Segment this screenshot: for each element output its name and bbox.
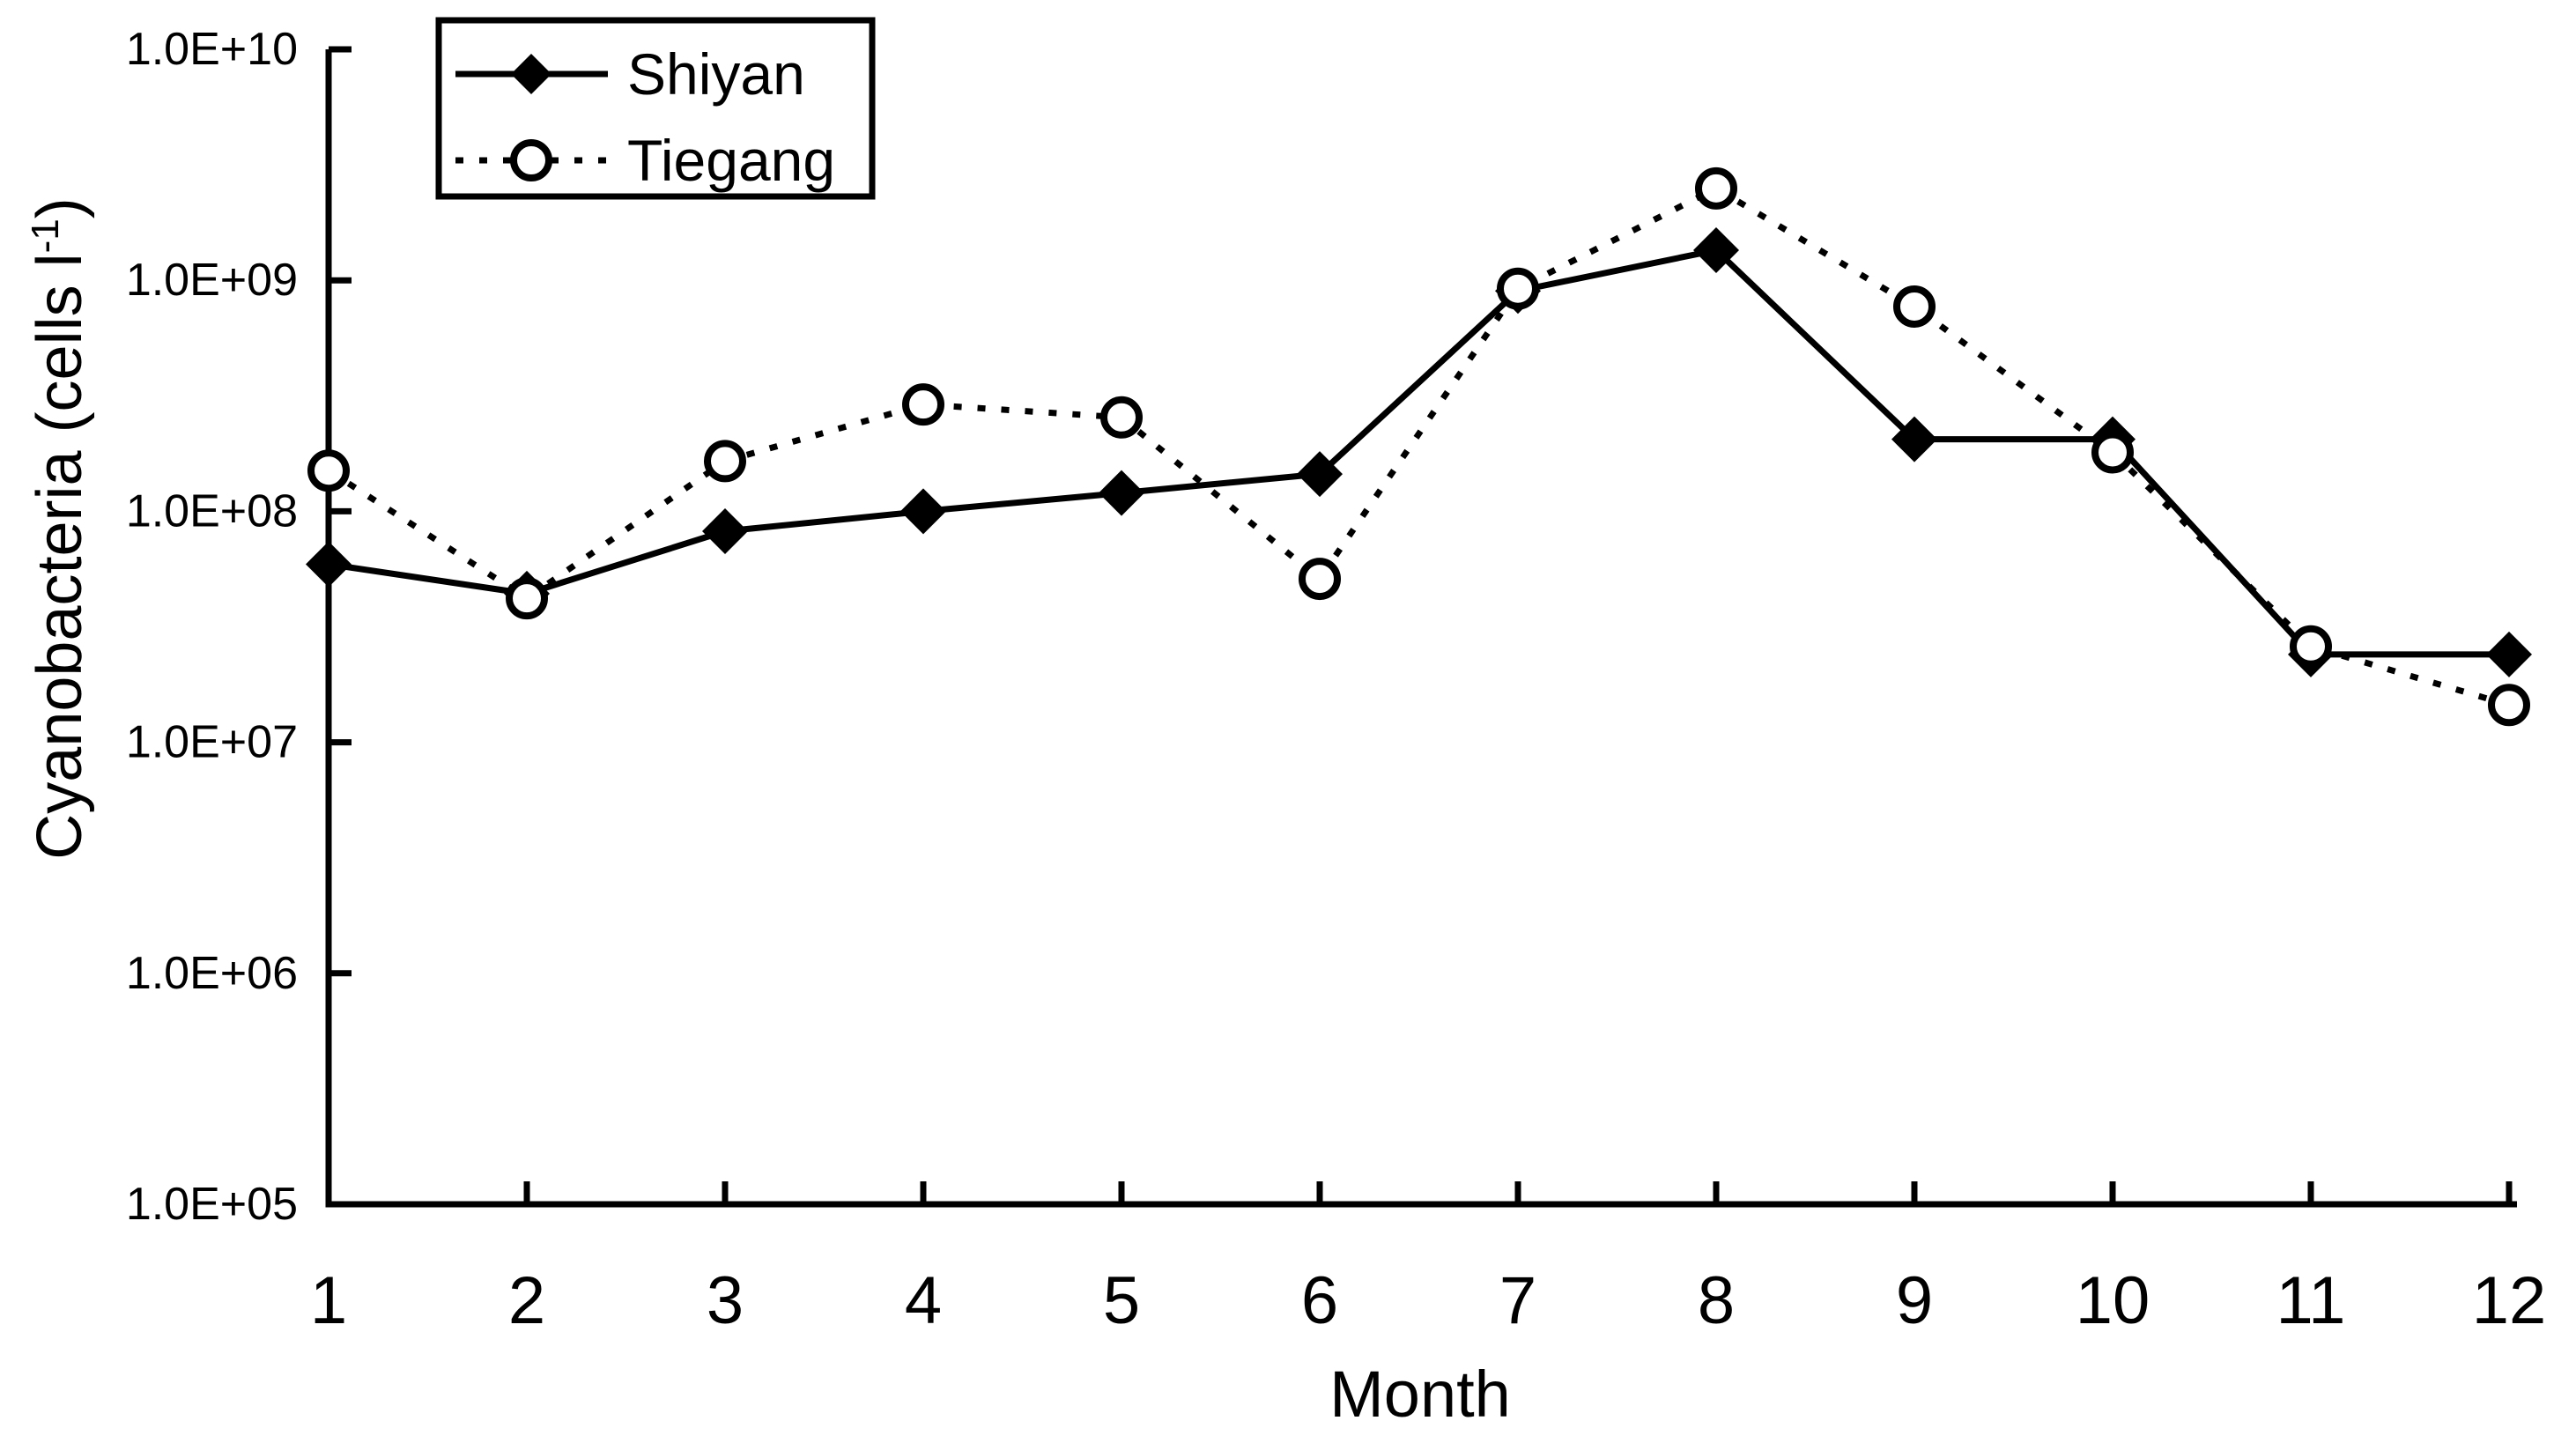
legend-item-tiegang: Tiegang xyxy=(455,128,835,193)
legend-item-shiyan: Shiyan xyxy=(455,41,805,107)
series-shiyan-line xyxy=(328,247,2509,658)
x-tick-label: 11 xyxy=(2276,1263,2346,1338)
point-tiegang-month-11 xyxy=(2290,625,2332,668)
x-tick-label: 8 xyxy=(1698,1263,1735,1338)
x-tick-label: 6 xyxy=(1301,1263,1338,1338)
x-tick-label: 10 xyxy=(2076,1263,2150,1338)
point-tiegang-month-10 xyxy=(2091,431,2134,474)
legend-label: Tiegang xyxy=(627,128,835,193)
y-tick-label: 1.0E+06 xyxy=(126,948,298,999)
point-tiegang-month-6 xyxy=(1299,558,1341,601)
point-shiyan-month-3 xyxy=(702,507,748,554)
y-axis-title: Cyanobacteria (cells l-1) xyxy=(24,197,95,859)
point-shiyan-month-9 xyxy=(1891,416,1937,462)
x-tick-label: 5 xyxy=(1103,1263,1140,1338)
point-shiyan-month-5 xyxy=(1099,470,1144,516)
legend-label: Shiyan xyxy=(627,41,805,107)
point-tiegang-month-7 xyxy=(1497,267,1539,310)
point-tiegang-month-12 xyxy=(2488,684,2530,727)
legend-circle-icon xyxy=(510,139,552,181)
y-tick-label: 1.0E+07 xyxy=(126,717,298,768)
point-shiyan-month-8 xyxy=(1693,227,1739,274)
point-shiyan-month-4 xyxy=(900,488,946,535)
point-shiyan-month-1 xyxy=(306,541,352,588)
y-tick-label: 1.0E+09 xyxy=(126,255,298,306)
series-tiegang xyxy=(307,166,2530,727)
point-tiegang-month-1 xyxy=(307,449,350,492)
series-shiyan xyxy=(306,227,2532,677)
point-shiyan-month-6 xyxy=(1297,451,1343,498)
x-axis-title: Month xyxy=(1329,1358,1511,1431)
x-tick-label: 7 xyxy=(1499,1263,1536,1338)
point-shiyan-month-12 xyxy=(2486,631,2532,677)
point-tiegang-month-8 xyxy=(1695,166,1737,210)
point-tiegang-month-9 xyxy=(1893,285,1936,328)
point-tiegang-month-2 xyxy=(506,577,548,620)
legend-box xyxy=(435,17,876,200)
y-tick-label: 1.0E+05 xyxy=(126,1179,298,1230)
x-tick-label: 1 xyxy=(310,1263,347,1338)
series-tiegang-line xyxy=(327,184,2510,708)
point-tiegang-month-5 xyxy=(1100,396,1143,439)
x-tick-label: 2 xyxy=(508,1263,545,1338)
point-tiegang-month-3 xyxy=(704,440,746,483)
x-tick-label: 3 xyxy=(707,1263,744,1338)
x-tick-label: 4 xyxy=(905,1263,942,1338)
point-tiegang-month-4 xyxy=(902,383,944,426)
x-tick-label: 9 xyxy=(1896,1263,1933,1338)
legend: Shiyan Tiegang xyxy=(435,17,876,200)
y-tick-label: 1.0E+10 xyxy=(126,24,298,75)
y-tick-label: 1.0E+08 xyxy=(126,485,298,536)
legend-diamond-icon xyxy=(511,54,551,94)
x-tick-label: 12 xyxy=(2472,1263,2547,1338)
